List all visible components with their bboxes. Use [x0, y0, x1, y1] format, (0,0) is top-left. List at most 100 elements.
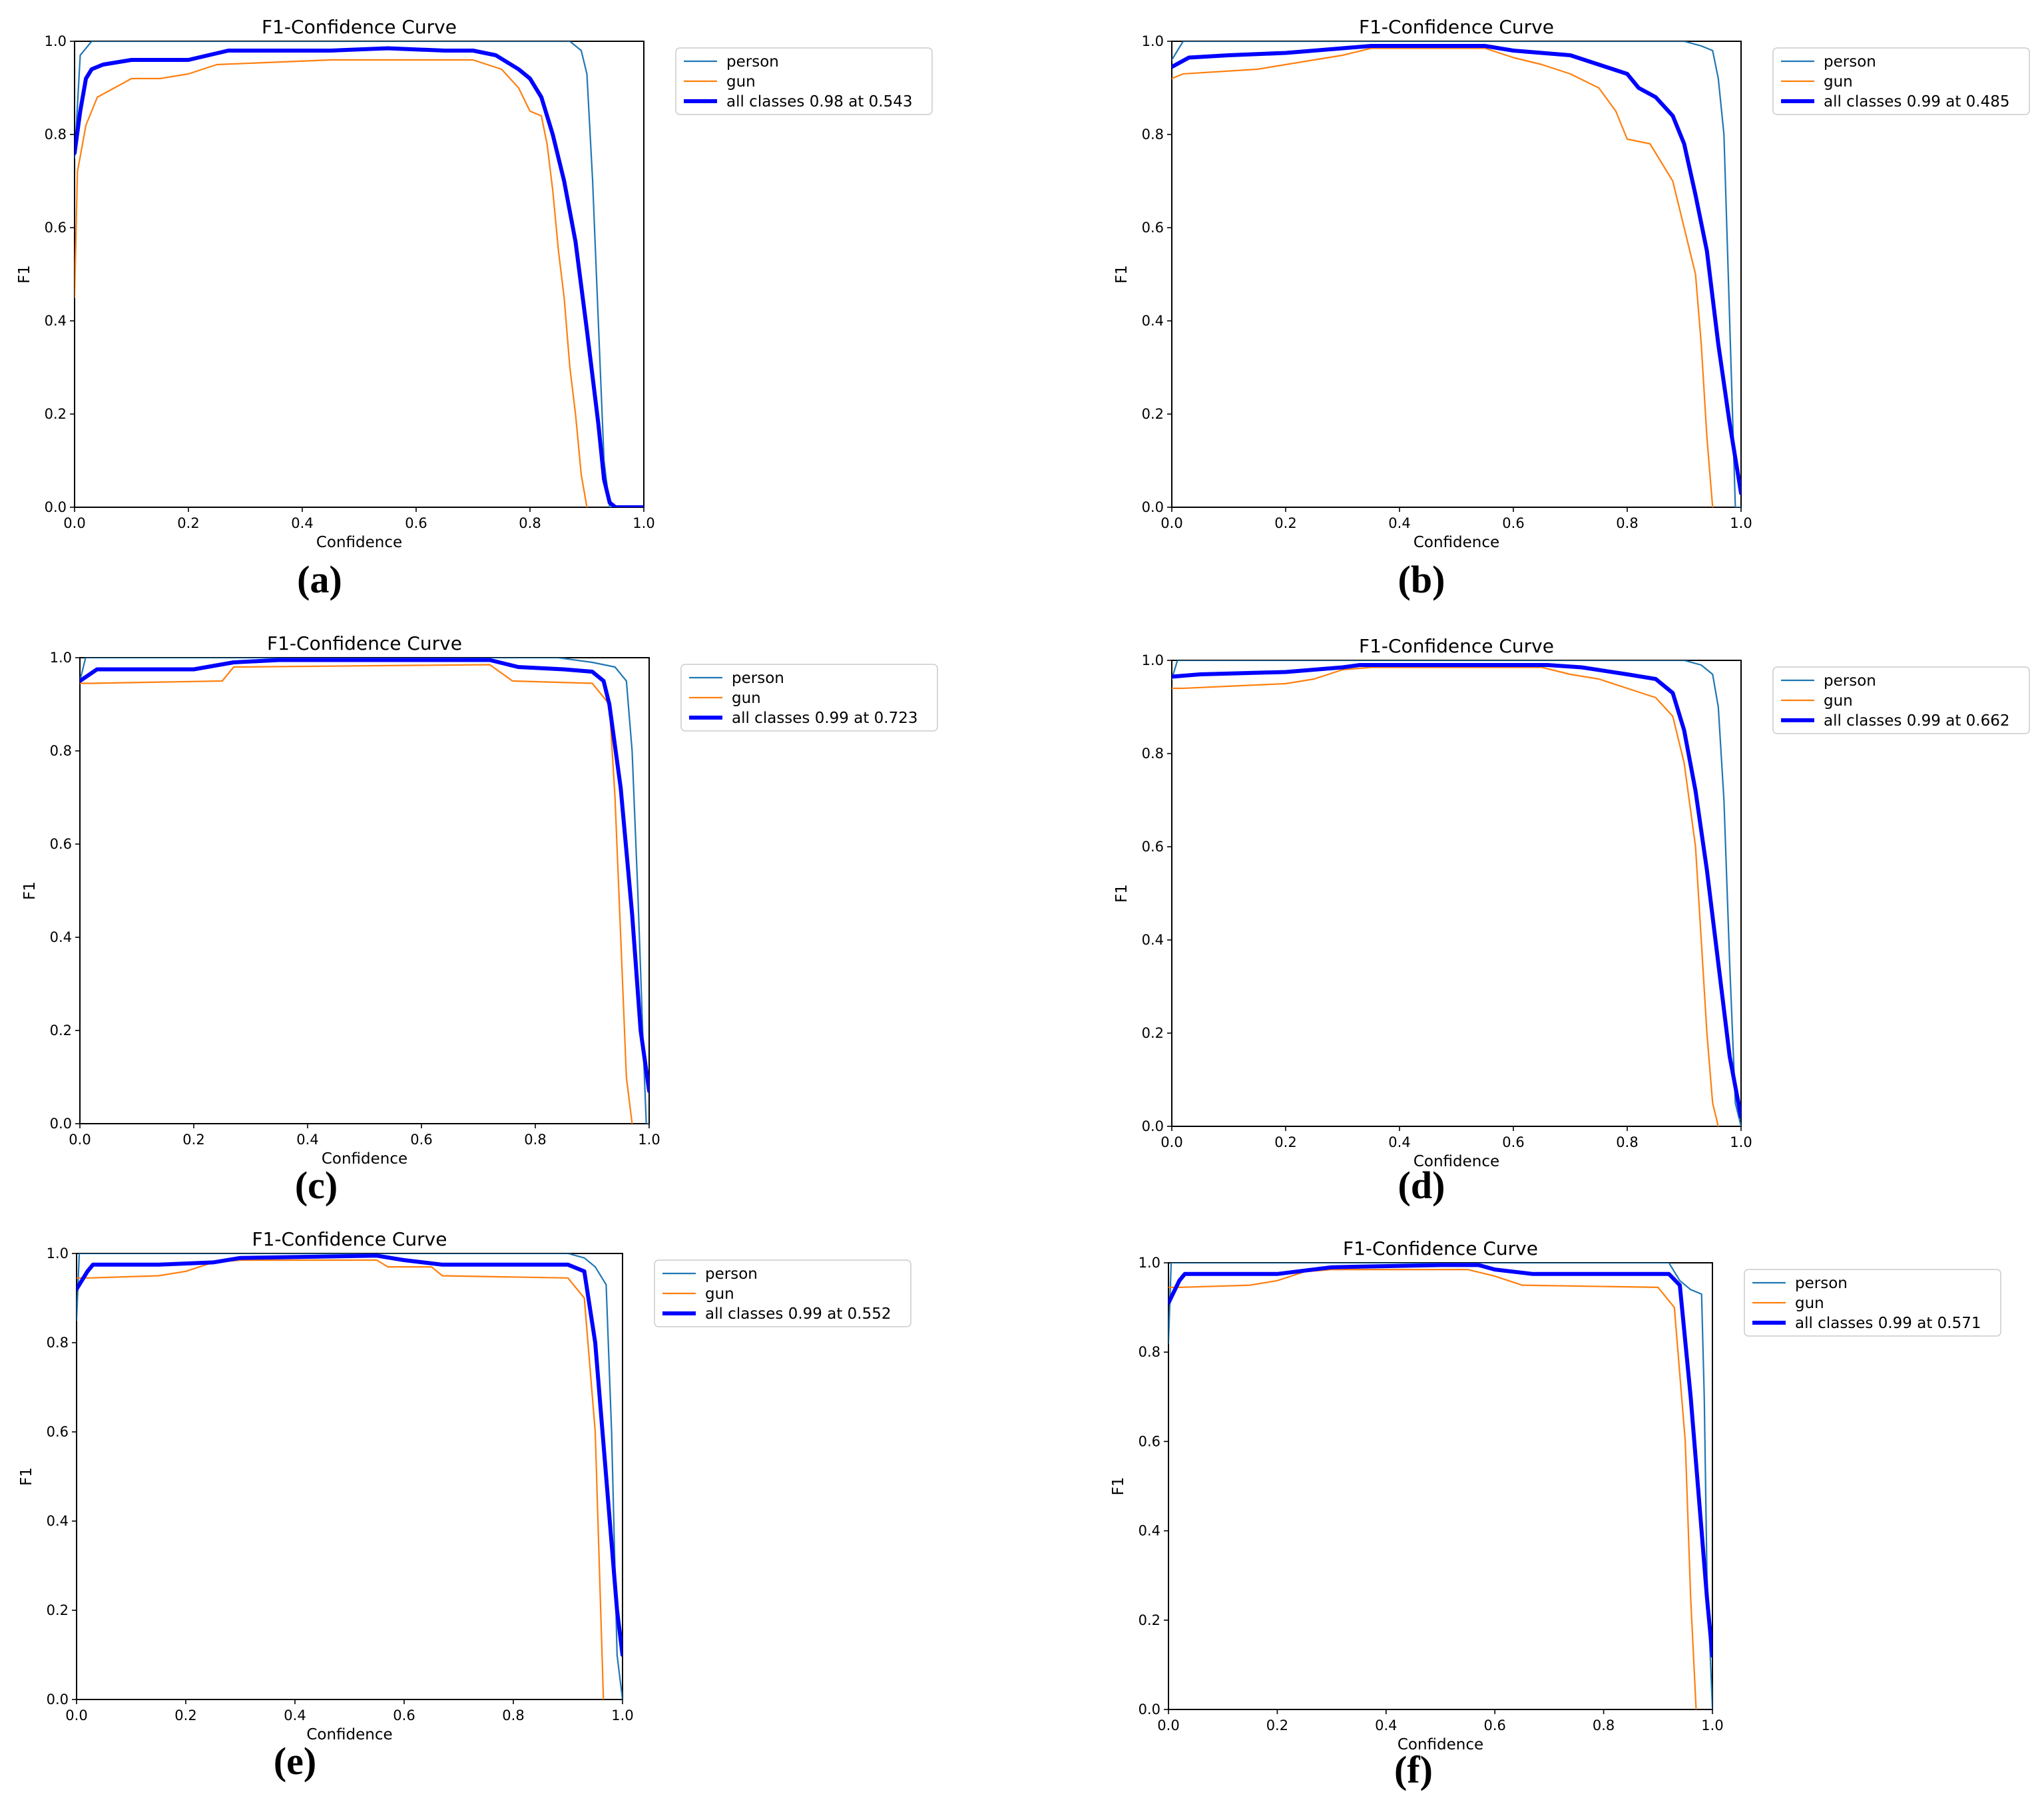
legend-entry: gun [705, 1285, 734, 1303]
x-tick-label: 0.4 [1388, 515, 1410, 531]
y-tick-label: 0.4 [1142, 932, 1164, 948]
chart-panel-3: 0.0 0.2 0.4 0.6 0.8 1.0 0.0 0.2 0.4 0.6 0.8 1.0 F1-C… [21, 632, 938, 1168]
series-line-gun [77, 1259, 605, 1699]
x-tick-label: 0.0 [63, 515, 85, 531]
legend-entry: all classes 0.99 at 0.552 [705, 1305, 892, 1323]
y-axis-label: F1 [1113, 265, 1131, 284]
chart-title: F1-Confidence Curve [252, 1228, 447, 1250]
x-tick-label: 0.6 [1502, 515, 1524, 531]
chart-panel-6: 0.0 0.2 0.4 0.6 0.8 1.0 0.0 0.2 0.4 0.6 0.8 1.0 F1-C… [1110, 1238, 2001, 1753]
chart-title: F1-Confidence Curve [262, 16, 457, 38]
y-tick-label: 0.4 [50, 929, 72, 945]
x-tick-label: 1.0 [1730, 515, 1752, 531]
x-tick-label: 0.6 [1483, 1717, 1505, 1733]
y-tick-label: 0.8 [1142, 126, 1164, 142]
legend-entry: gun [732, 690, 761, 707]
chart-title: F1-Confidence Curve [1359, 635, 1554, 657]
panel-label: (c) [295, 1164, 338, 1207]
series-line-all-classes [1172, 44, 1741, 495]
series-group [75, 41, 644, 507]
x-tick-label: 1.0 [638, 1132, 660, 1148]
legend-entry: all classes 0.98 at 0.543 [726, 93, 913, 111]
x-tick-label: 0.0 [1160, 515, 1182, 531]
x-tick-label: 0.2 [1274, 1134, 1296, 1150]
y-tick-label: 0.2 [47, 1602, 69, 1618]
plot-frame [1171, 41, 1742, 508]
panel-label: (f) [1394, 1748, 1433, 1791]
series-group [1172, 41, 1741, 507]
x-axis-label: Confidence [1413, 534, 1499, 551]
y-tick-label: 0.4 [1139, 1523, 1160, 1539]
y-tick-label: 0.0 [45, 499, 67, 515]
chart-panel-1: 0.0 0.2 0.4 0.6 0.8 1.0 0.0 0.2 0.4 0.6 0.8 1.0 F1-C… [16, 16, 933, 551]
legend-box [654, 1259, 911, 1327]
legend: person gun all classes 0.98 at 0.543 [675, 47, 933, 115]
legend-entry: all classes 0.99 at 0.571 [1795, 1315, 1981, 1332]
series-line-gun [1168, 1269, 1697, 1709]
x-tick-label: 0.0 [1160, 1134, 1182, 1150]
y-tick-label: 0.8 [1139, 1344, 1160, 1360]
x-tick-label: 0.2 [174, 1707, 196, 1723]
x-tick-label: 0.8 [1616, 515, 1638, 531]
y-axis-label: F1 [18, 1467, 35, 1486]
series-group [1168, 1263, 1712, 1709]
series-line-person [1168, 1263, 1712, 1709]
series-line-all-classes [1172, 663, 1741, 1119]
y-tick-label: 0.2 [50, 1022, 72, 1038]
y-tick-label: 0.4 [1142, 313, 1164, 329]
y-axis-label: F1 [1110, 1477, 1127, 1496]
y-tick-label: 0.2 [1142, 1025, 1164, 1041]
y-tick-label: 0.6 [1142, 220, 1164, 236]
series-line-person [77, 1253, 623, 1699]
y-tick-label: 0.4 [45, 313, 67, 329]
y-tick-label: 0.0 [50, 1116, 72, 1132]
legend-entry: gun [1795, 1295, 1824, 1312]
x-tick-label: 0.0 [69, 1132, 91, 1148]
y-tick-label: 1.0 [45, 33, 67, 49]
chart-panel-4: 0.0 0.2 0.4 0.6 0.8 1.0 0.0 0.2 0.4 0.6 0.8 1.0 F1-C… [1113, 635, 2030, 1170]
series-line-all-classes [75, 46, 644, 507]
x-tick-label: 0.0 [1157, 1717, 1179, 1733]
x-tick-label: 0.2 [1274, 515, 1296, 531]
x-tick-label: 0.8 [502, 1707, 524, 1723]
y-tick-label: 1.0 [47, 1245, 69, 1261]
plot-frame [76, 1253, 623, 1700]
legend-box [675, 47, 933, 115]
series-group [77, 1253, 623, 1699]
x-axis-label: Confidence [316, 534, 402, 551]
x-axis-label: Confidence [1413, 1153, 1499, 1170]
x-tick-label: 0.8 [524, 1132, 546, 1148]
legend-entry: person [705, 1265, 758, 1283]
legend-entry: all classes 0.99 at 0.662 [1824, 712, 2010, 730]
y-tick-label: 0.6 [45, 220, 67, 236]
x-tick-label: 0.6 [1502, 1134, 1524, 1150]
series-group [1172, 660, 1741, 1126]
x-tick-label: 0.4 [1388, 1134, 1410, 1150]
panel-label: (b) [1398, 558, 1445, 601]
y-tick-label: 0.6 [47, 1424, 69, 1440]
series-line-gun [75, 59, 588, 507]
x-tick-label: 0.4 [1375, 1717, 1397, 1733]
legend: person gun all classes 0.99 at 0.485 [1772, 47, 2030, 115]
x-tick-label: 0.8 [519, 515, 541, 531]
x-tick-label: 0.2 [1266, 1717, 1288, 1733]
y-tick-label: 0.0 [1142, 499, 1164, 515]
x-tick-label: 0.4 [296, 1132, 318, 1148]
plot-frame [79, 657, 650, 1124]
x-tick-label: 1.0 [633, 515, 654, 531]
legend-entry: person [1824, 53, 1876, 71]
chart-title: F1-Confidence Curve [267, 632, 462, 654]
y-tick-label: 0.4 [47, 1513, 69, 1529]
x-tick-label: 1.0 [1701, 1717, 1723, 1733]
plot-frame [1171, 660, 1742, 1127]
y-tick-label: 0.8 [45, 126, 67, 142]
y-tick-label: 0.2 [45, 406, 67, 422]
panel-label: (a) [297, 558, 342, 601]
x-axis-label: Confidence [306, 1726, 392, 1743]
y-tick-label: 1.0 [1139, 1255, 1160, 1271]
y-tick-label: 0.8 [50, 743, 72, 759]
y-axis-label: F1 [16, 265, 33, 284]
y-tick-label: 0.8 [47, 1335, 69, 1351]
legend-box [680, 664, 938, 732]
x-tick-label: 1.0 [611, 1707, 633, 1723]
